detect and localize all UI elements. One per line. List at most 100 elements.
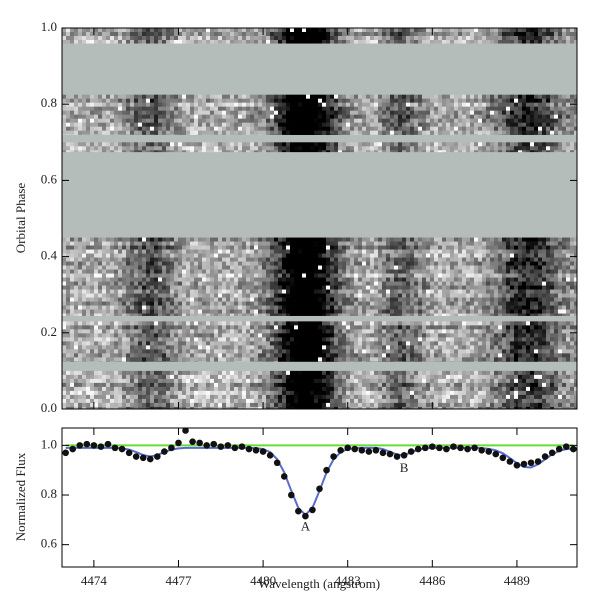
pixel	[322, 265, 327, 270]
pixel	[182, 277, 187, 282]
pixel	[234, 337, 239, 342]
pixel	[134, 253, 139, 258]
pixel	[162, 273, 167, 278]
pixel	[454, 333, 459, 338]
pixel	[74, 257, 79, 262]
pixel	[394, 269, 399, 274]
pixel	[538, 289, 543, 294]
pixel	[102, 337, 107, 342]
pixel	[358, 297, 363, 302]
pixel	[306, 265, 311, 270]
pixel	[474, 386, 479, 392]
pixel	[350, 257, 355, 262]
pixel	[474, 269, 479, 274]
pixel	[450, 390, 455, 396]
pixel	[346, 277, 351, 282]
pixel	[470, 390, 475, 396]
pixel	[426, 241, 431, 246]
pixel	[562, 269, 567, 274]
pixel	[498, 382, 503, 388]
pixel	[102, 394, 107, 400]
pixel	[166, 370, 171, 376]
pixel	[334, 237, 339, 242]
pixel	[178, 357, 183, 362]
pixel	[538, 370, 543, 376]
pixel	[346, 257, 351, 262]
pixel	[142, 261, 147, 266]
pixel	[142, 273, 147, 278]
pixel	[438, 353, 443, 358]
pixel	[110, 297, 115, 302]
pixel	[174, 281, 179, 286]
pixel	[514, 301, 519, 306]
pixel	[402, 382, 407, 388]
pixel	[554, 329, 559, 334]
pixel	[198, 374, 203, 380]
pixel	[302, 281, 307, 286]
pixel	[174, 398, 179, 404]
pixel	[102, 357, 107, 362]
pixel	[526, 337, 531, 342]
pixel	[322, 293, 327, 298]
pixel	[162, 390, 167, 396]
pixel	[274, 357, 279, 362]
pixel	[242, 390, 247, 396]
pixel	[230, 305, 235, 310]
pixel	[402, 398, 407, 404]
pixel	[234, 349, 239, 354]
pixel	[318, 261, 323, 266]
pixel	[546, 337, 551, 342]
pixel	[386, 277, 391, 282]
pixel	[170, 277, 175, 282]
pixel	[102, 277, 107, 282]
pixel	[102, 345, 107, 350]
pixel	[250, 245, 255, 250]
pixel	[514, 241, 519, 246]
pixel	[298, 249, 303, 254]
pixel	[570, 261, 575, 266]
pixel	[246, 261, 251, 266]
pixel	[238, 406, 243, 409]
pixel	[530, 329, 535, 334]
pixel	[70, 374, 75, 380]
pixel	[242, 325, 247, 330]
pixel	[546, 281, 551, 286]
pixel	[318, 353, 323, 358]
pixel	[146, 305, 151, 310]
pixel	[378, 273, 383, 278]
pixel	[282, 394, 287, 400]
pixel	[442, 406, 447, 409]
pixel	[130, 301, 135, 306]
pixel	[442, 349, 447, 354]
pixel	[234, 353, 239, 358]
pixel	[134, 289, 139, 294]
pixel	[462, 386, 467, 392]
pixel	[302, 349, 307, 354]
pixel	[434, 293, 439, 298]
pixel	[338, 305, 343, 310]
pixel	[570, 269, 575, 274]
pixel	[78, 237, 83, 242]
pixel	[314, 281, 319, 286]
pixel	[546, 261, 551, 266]
pixel	[78, 402, 83, 408]
pixel	[134, 349, 139, 354]
pixel	[62, 245, 67, 250]
pixel	[502, 370, 507, 376]
pixel	[70, 281, 75, 286]
pixel	[430, 321, 435, 326]
pixel	[478, 245, 483, 250]
pixel	[354, 257, 359, 262]
pixel	[354, 253, 359, 258]
pixel	[434, 325, 439, 330]
pixel	[490, 349, 495, 354]
pixel	[334, 281, 339, 286]
pixel	[518, 245, 523, 250]
pixel	[110, 390, 115, 396]
pixel	[118, 345, 123, 350]
pixel	[406, 237, 411, 242]
pixel	[538, 293, 543, 298]
pixel	[570, 402, 575, 408]
pixel	[98, 297, 103, 302]
pixel	[342, 357, 347, 362]
